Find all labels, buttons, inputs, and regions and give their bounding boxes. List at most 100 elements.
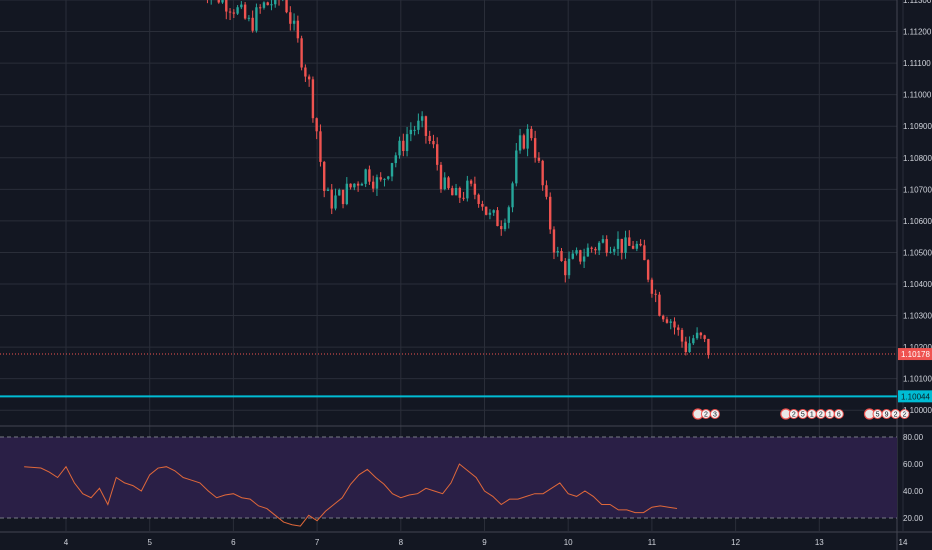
- candle[interactable]: [575, 250, 578, 254]
- candle[interactable]: [217, 0, 220, 3]
- candle[interactable]: [458, 188, 462, 198]
- candle[interactable]: [669, 321, 672, 323]
- candle[interactable]: [541, 160, 544, 186]
- candle[interactable]: [296, 20, 300, 39]
- candle[interactable]: [530, 128, 533, 139]
- candle[interactable]: [601, 239, 605, 243]
- candle[interactable]: [567, 258, 571, 276]
- candle[interactable]: [571, 253, 575, 259]
- candle[interactable]: [394, 155, 397, 164]
- candle[interactable]: [225, 0, 228, 12]
- candle[interactable]: [695, 332, 699, 339]
- candle[interactable]: [616, 238, 620, 249]
- candle[interactable]: [341, 189, 345, 205]
- candle[interactable]: [488, 212, 492, 215]
- candle[interactable]: [484, 206, 488, 215]
- candle[interactable]: [635, 243, 639, 249]
- candle[interactable]: [383, 178, 386, 180]
- candle[interactable]: [364, 169, 367, 184]
- candle[interactable]: [654, 293, 657, 295]
- candle[interactable]: [266, 2, 269, 6]
- candle[interactable]: [699, 332, 703, 336]
- candle[interactable]: [677, 327, 680, 330]
- candle[interactable]: [503, 222, 507, 230]
- candle[interactable]: [311, 79, 315, 119]
- candle[interactable]: [443, 177, 446, 190]
- candle[interactable]: [586, 247, 590, 257]
- candle[interactable]: [579, 250, 582, 262]
- candle[interactable]: [680, 329, 684, 342]
- candle[interactable]: [661, 315, 665, 320]
- candle[interactable]: [436, 144, 439, 165]
- candle[interactable]: [609, 251, 612, 253]
- candle[interactable]: [292, 20, 296, 24]
- candle[interactable]: [451, 188, 454, 196]
- candle[interactable]: [500, 226, 503, 230]
- candle[interactable]: [556, 251, 559, 253]
- candle[interactable]: [597, 242, 601, 251]
- candle[interactable]: [533, 138, 537, 158]
- candle[interactable]: [511, 183, 514, 208]
- candle[interactable]: [477, 194, 480, 204]
- candle[interactable]: [420, 116, 424, 121]
- candle[interactable]: [515, 150, 518, 184]
- candle[interactable]: [650, 279, 654, 294]
- candle[interactable]: [646, 260, 650, 280]
- candle[interactable]: [454, 188, 458, 196]
- candle[interactable]: [560, 251, 563, 262]
- candle[interactable]: [221, 0, 224, 3]
- candle[interactable]: [684, 341, 687, 353]
- candle[interactable]: [417, 120, 420, 130]
- candle[interactable]: [447, 177, 450, 189]
- candle[interactable]: [439, 164, 443, 190]
- candle[interactable]: [345, 183, 349, 205]
- candle[interactable]: [707, 338, 710, 356]
- candle[interactable]: [469, 180, 473, 184]
- candle[interactable]: [390, 163, 394, 177]
- candle[interactable]: [334, 195, 337, 209]
- candle[interactable]: [232, 12, 236, 14]
- candle[interactable]: [356, 183, 360, 186]
- candle[interactable]: [466, 180, 469, 199]
- candle[interactable]: [402, 140, 405, 152]
- candle[interactable]: [409, 129, 413, 135]
- candle[interactable]: [605, 239, 608, 253]
- candle[interactable]: [379, 177, 382, 180]
- candle[interactable]: [258, 7, 262, 9]
- candle[interactable]: [518, 135, 522, 151]
- candle[interactable]: [338, 189, 341, 196]
- candle[interactable]: [639, 243, 642, 246]
- candle[interactable]: [262, 2, 266, 8]
- candle[interactable]: [473, 183, 477, 195]
- candle[interactable]: [228, 11, 232, 13]
- candle[interactable]: [628, 237, 631, 246]
- candle[interactable]: [537, 157, 541, 161]
- rsi-series[interactable]: [24, 463, 678, 527]
- candle[interactable]: [371, 181, 375, 189]
- candle[interactable]: [665, 319, 669, 323]
- candle[interactable]: [613, 248, 616, 252]
- candle[interactable]: [522, 135, 526, 149]
- candle[interactable]: [243, 4, 247, 19]
- candle[interactable]: [304, 67, 307, 77]
- candle[interactable]: [545, 185, 548, 197]
- event-markers[interactable]: 232512165922123312: [692, 408, 932, 420]
- candle[interactable]: [549, 196, 552, 230]
- candle[interactable]: [413, 129, 416, 131]
- candle[interactable]: [240, 4, 243, 8]
- candle[interactable]: [703, 335, 706, 339]
- candle[interactable]: [590, 247, 593, 249]
- candle[interactable]: [492, 210, 495, 213]
- candle[interactable]: [323, 161, 326, 191]
- candle[interactable]: [432, 140, 435, 145]
- candle[interactable]: [658, 294, 661, 316]
- candle[interactable]: [319, 131, 322, 162]
- candle[interactable]: [353, 183, 356, 188]
- candle[interactable]: [387, 176, 390, 179]
- candle[interactable]: [289, 12, 292, 24]
- candle[interactable]: [507, 207, 510, 223]
- candle[interactable]: [481, 203, 484, 207]
- candle[interactable]: [552, 229, 556, 253]
- candle[interactable]: [236, 7, 239, 14]
